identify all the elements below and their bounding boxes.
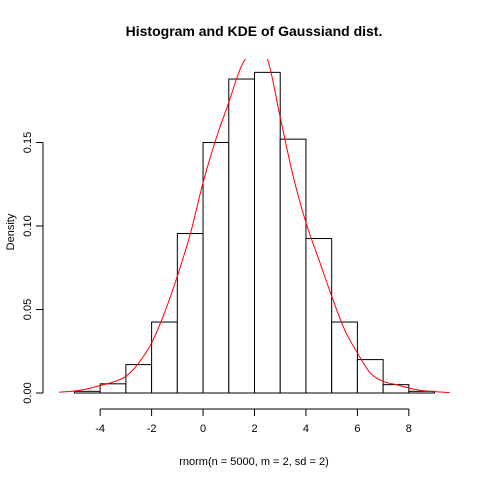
x-axis-label: rnorm(n = 5000, m = 2, sd = 2) [179,456,329,468]
y-tick-label-3: 0.15 [22,132,34,153]
histogram-bars [73,71,436,394]
x-tick-label-1: -2 [147,423,157,435]
kde-curve [59,59,450,393]
x-tick-label-6: 8 [406,423,412,435]
x-tick-label-0: -4 [95,423,105,435]
kde-curve-group [59,59,450,393]
x-tick-label-4: 4 [303,423,309,435]
x-axis: -4 -2 0 2 4 6 8 [95,408,412,435]
histogram-bar-3 [151,321,178,394]
histogram-bar-9 [305,238,333,394]
chart-title: Histogram and KDE of Gaussiand dist. [126,23,383,39]
histogram-bar-7 [254,71,281,394]
histogram-bar-2 [125,364,153,394]
y-axis: 0.00 0.05 0.10 0.15 [22,132,44,404]
y-tick-label-0: 0.00 [22,382,34,403]
histogram-bar-4 [176,233,204,394]
y-axis-label: Density [5,213,17,250]
histogram-bar-5 [202,142,230,394]
histogram-bar-10 [331,321,358,394]
y-tick-label-2: 0.10 [22,215,34,236]
histogram-bar-0 [73,390,101,394]
histogram-bar-12 [382,384,410,394]
y-tick-label-1: 0.05 [22,299,34,320]
histogram-bar-8 [279,138,307,394]
x-tick-label-5: 6 [354,423,360,435]
x-tick-label-3: 2 [251,423,257,435]
histogram-bar-11 [356,359,384,394]
histogram-bar-1 [99,383,127,394]
x-tick-label-2: 0 [200,423,206,435]
histogram-bar-6 [228,78,256,394]
